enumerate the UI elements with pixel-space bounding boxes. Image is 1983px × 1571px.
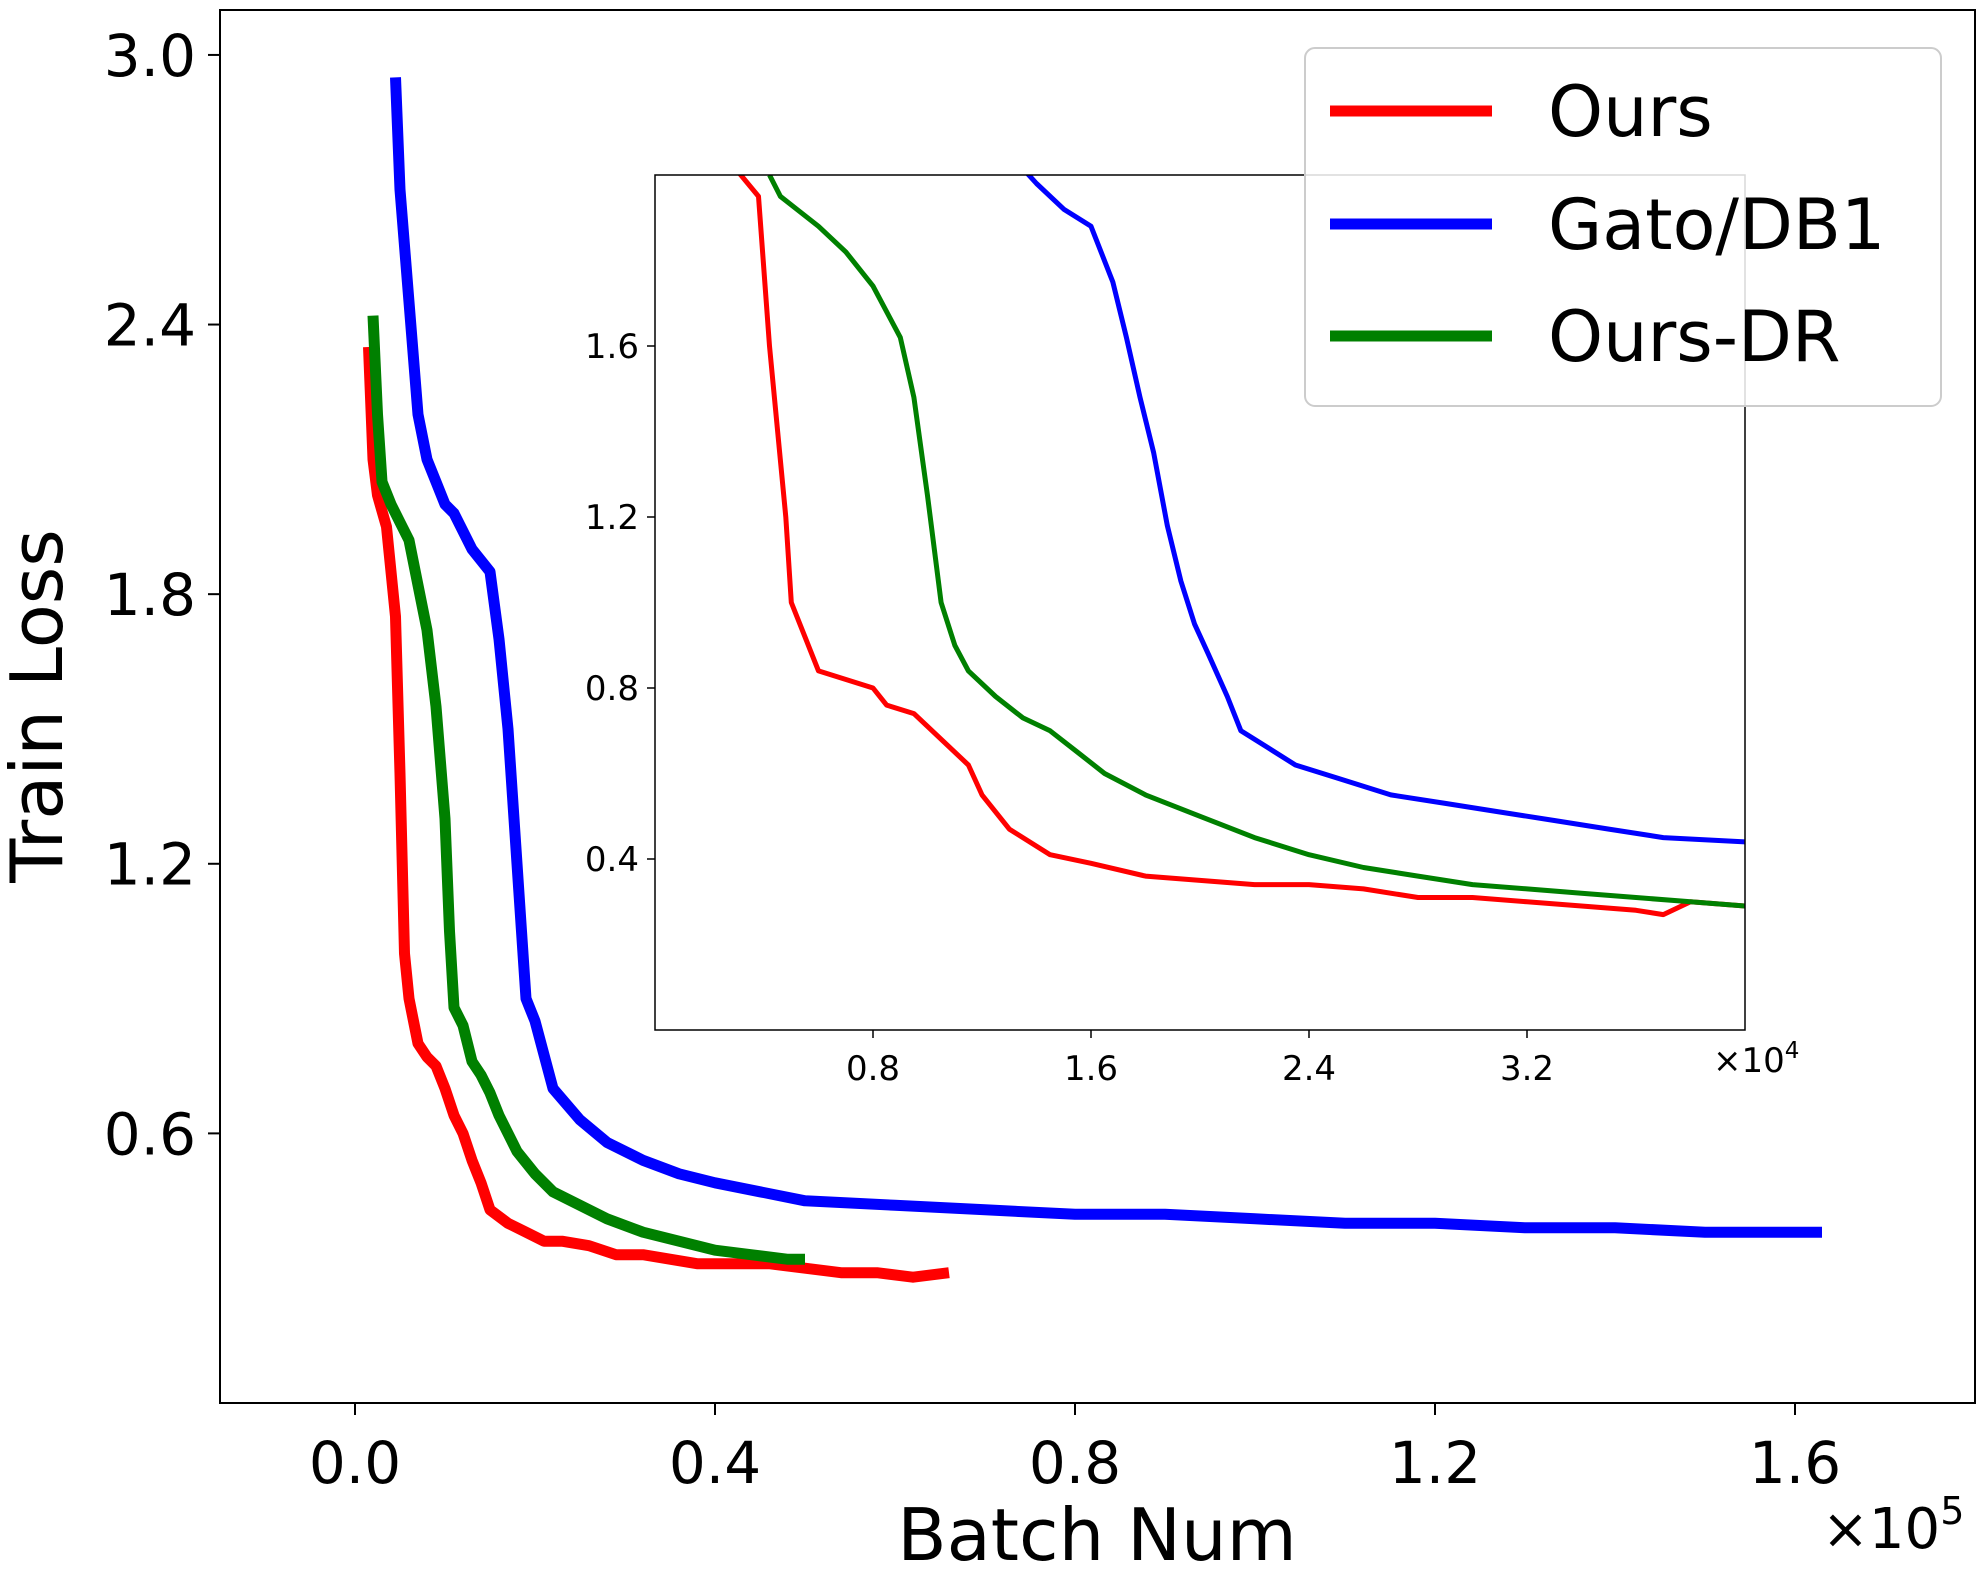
inset-x-tick-label: 2.4: [1282, 1049, 1336, 1089]
inset-series-line-gato-db1: [1025, 175, 1745, 845]
legend-label-gato: Gato/DB1: [1548, 184, 1885, 266]
legend-label-ours: Ours: [1548, 71, 1713, 153]
main-y-tick-label: 2.4: [104, 291, 196, 359]
inset-x-tick-label: 0.8: [846, 1049, 900, 1089]
main-plot-frame: [219, 9, 1976, 1404]
main-y-tick-label: 3.0: [104, 22, 196, 90]
inset-x-tick-label: 3.2: [1500, 1049, 1554, 1089]
main-x-tick-label: 0.0: [309, 1429, 401, 1497]
inset-y-tick-label: 1.6: [585, 327, 639, 367]
main-series-line-ours: [363, 346, 950, 1283]
main-x-multiplier: ×105: [1822, 1489, 1964, 1562]
main-series-group: [363, 77, 1822, 1283]
main-axes: 0.0 0.4 0.8 1.2 1.6 0.6 1.2 1.8 2.4 3.0 Batch Nu…: [0, 9, 1976, 1571]
inset-x-ticks: 0.8 1.6 2.4 3.2: [846, 1030, 1554, 1089]
main-x-tick-label: 1.2: [1389, 1429, 1481, 1497]
main-y-tick-label: 1.2: [104, 831, 196, 899]
main-series-line-gato-db1: [390, 77, 1822, 1238]
legend: Ours Gato/DB1 Ours-DR: [1304, 47, 1942, 407]
inset-y-tick-label: 1.2: [585, 498, 639, 538]
inset-y-ticks: 0.4 0.8 1.2 1.6: [585, 327, 655, 880]
main-x-tick-label: 1.6: [1749, 1429, 1841, 1497]
main-x-tick-label: 0.8: [1029, 1429, 1121, 1497]
inset-x-tick-label: 1.6: [1064, 1049, 1118, 1089]
main-x-axis-label: Batch Num: [897, 1493, 1296, 1571]
inset-y-tick-label: 0.8: [585, 669, 639, 709]
main-y-ticks: 0.6 1.2 1.8 2.4 3.0: [104, 22, 220, 1168]
inset-plot-frame: [654, 174, 1746, 1031]
main-y-tick-label: 1.8: [104, 561, 196, 629]
inset-x-multiplier: ×104: [1713, 1038, 1799, 1081]
legend-label-ours-dr: Ours-DR: [1548, 296, 1841, 378]
inset-series-line-ours: [737, 175, 1745, 918]
inset-series-group: [737, 175, 1745, 918]
main-y-axis-label: Train Loss: [0, 529, 79, 884]
main-x-ticks: 0.0 0.4 0.8 1.2 1.6: [309, 1403, 1841, 1497]
inset-series-line-ours-dr: [767, 175, 1745, 909]
inset-y-tick-label: 0.4: [585, 840, 639, 880]
main-x-tick-label: 0.4: [669, 1429, 761, 1497]
main-series-line-ours-dr: [367, 315, 805, 1265]
main-y-tick-label: 0.6: [104, 1100, 196, 1168]
legend-box: [1304, 47, 1942, 407]
